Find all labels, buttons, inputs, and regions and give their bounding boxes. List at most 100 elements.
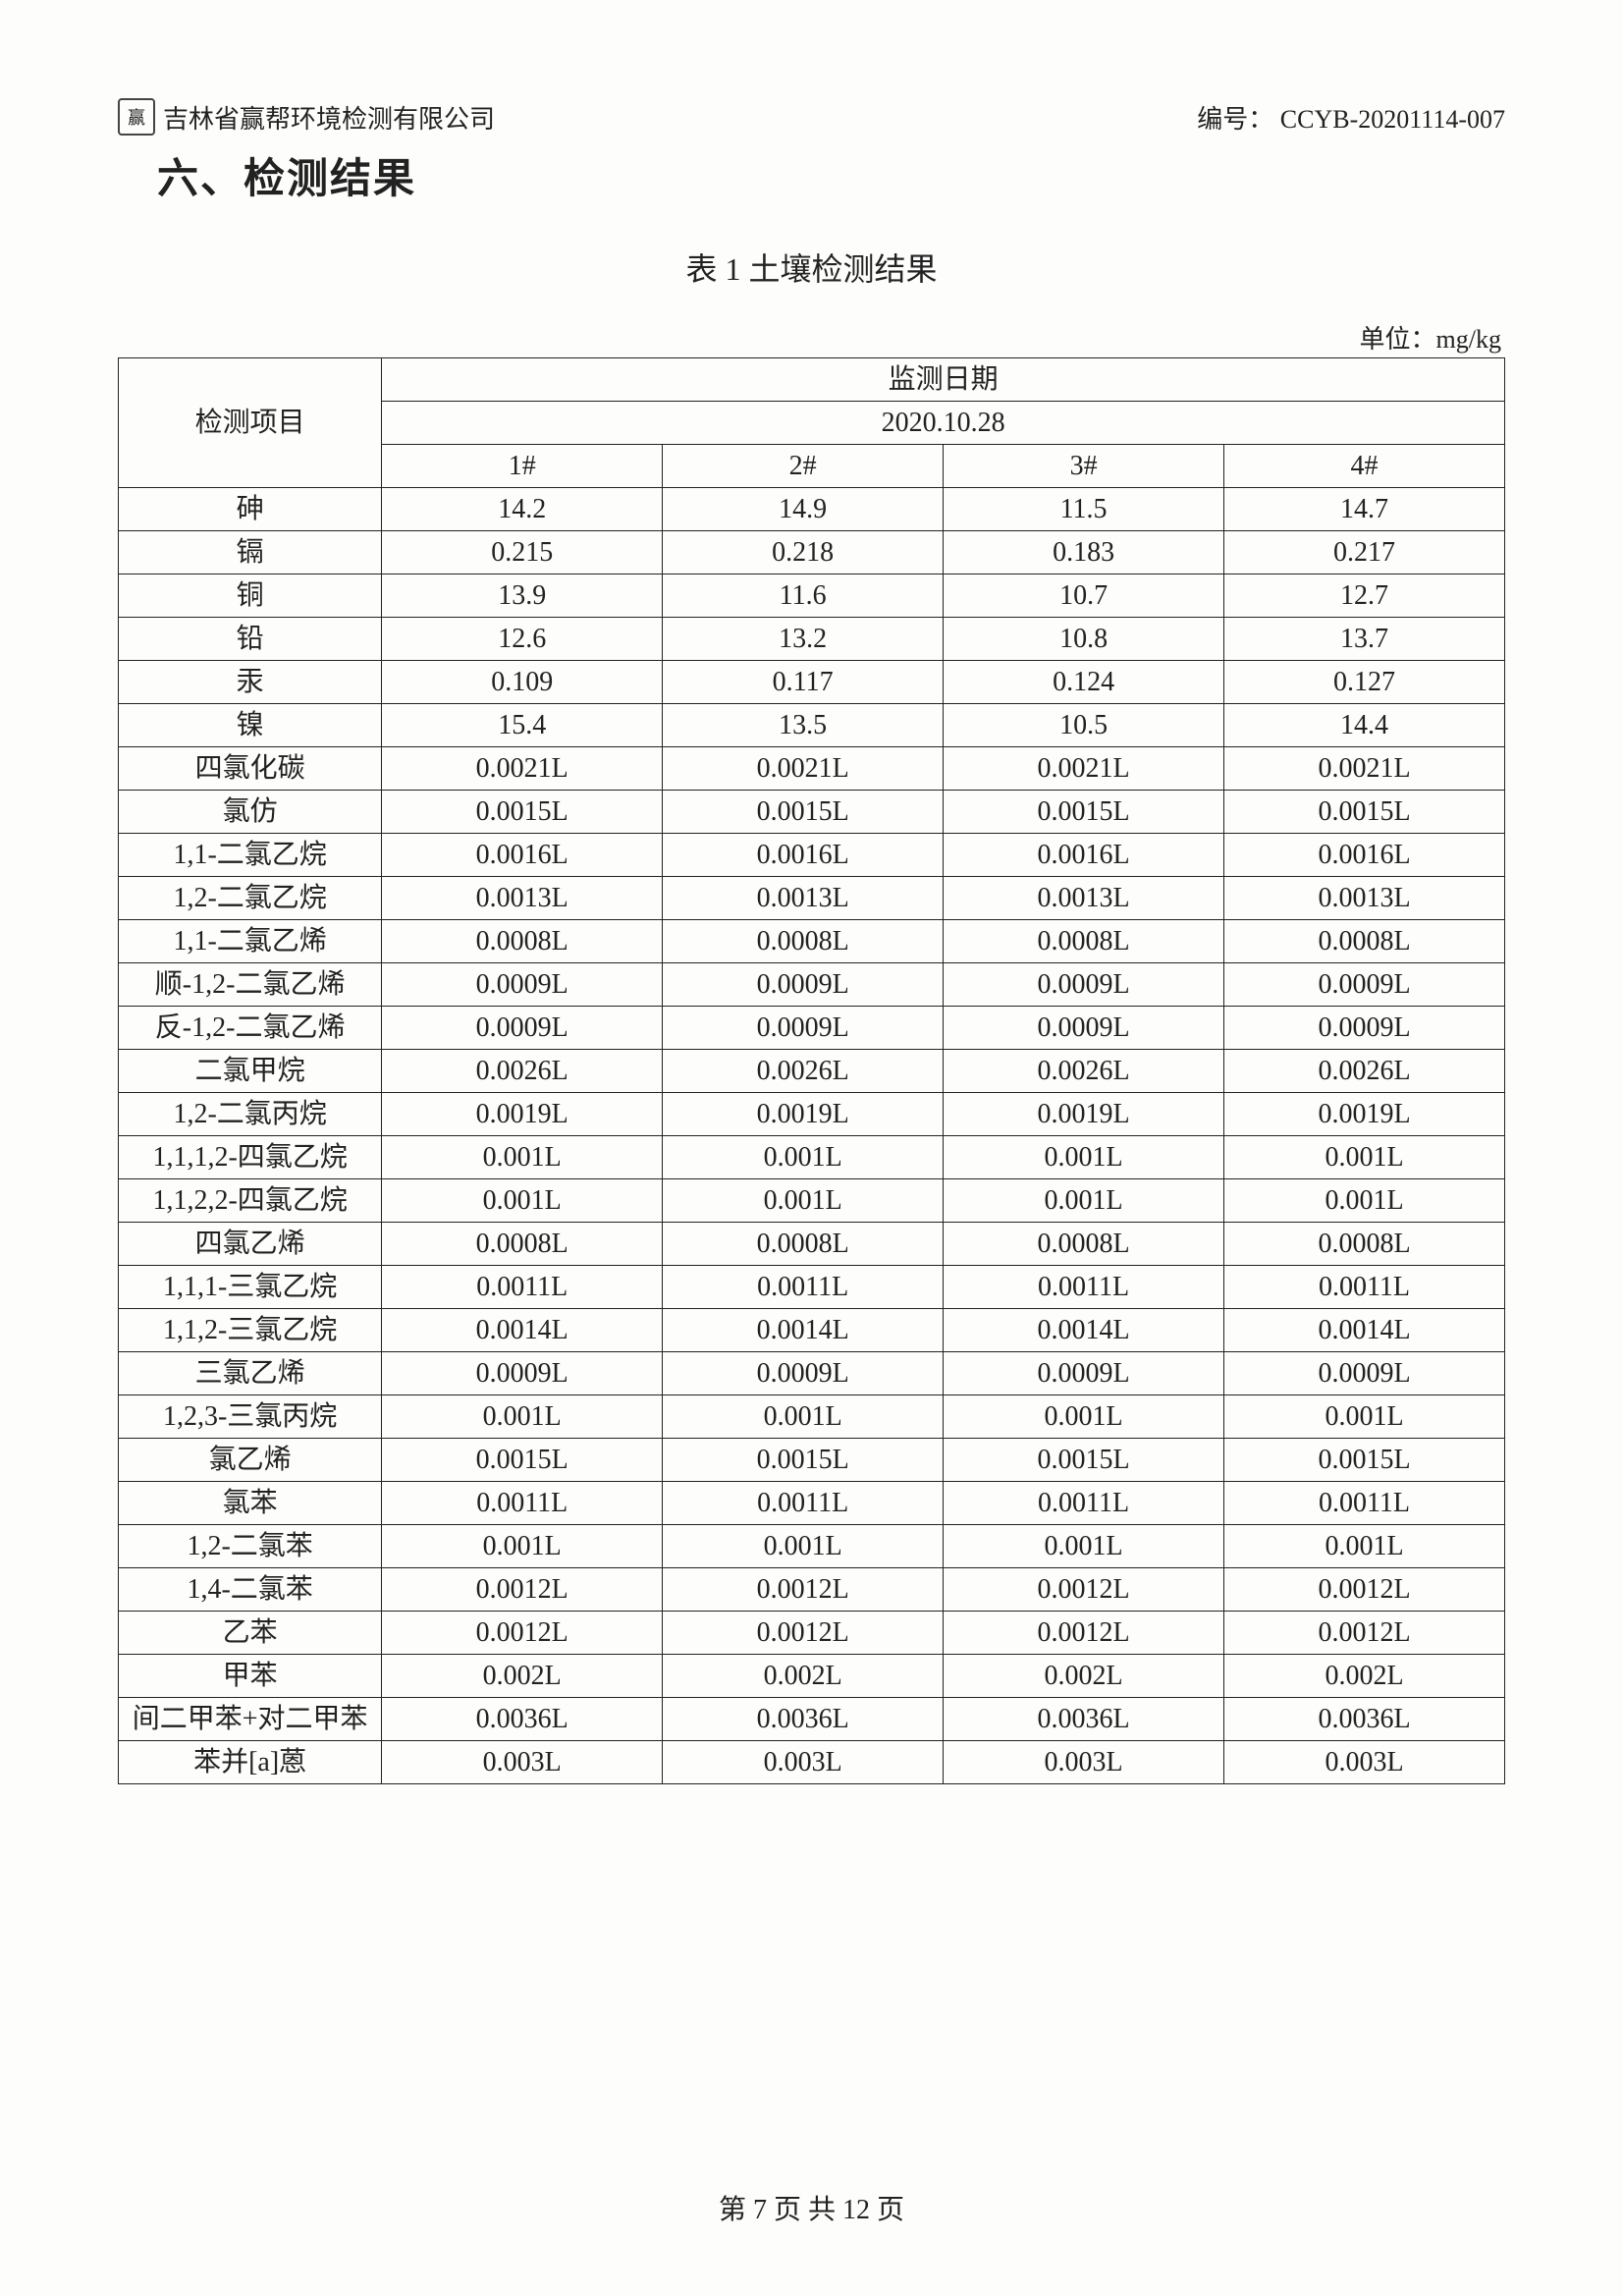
col-header-project: 检测项目	[119, 358, 382, 488]
row-value: 0.001L	[663, 1136, 944, 1179]
row-value: 0.0008L	[944, 920, 1224, 963]
row-name: 氯苯	[119, 1482, 382, 1525]
row-value: 0.0008L	[382, 1223, 663, 1266]
row-name: 1,1,2-三氯乙烷	[119, 1309, 382, 1352]
row-value: 11.5	[944, 488, 1224, 531]
row-value: 0.0021L	[944, 747, 1224, 791]
row-name: 四氯乙烯	[119, 1223, 382, 1266]
row-value: 0.0036L	[944, 1698, 1224, 1741]
row-value: 0.0015L	[944, 1439, 1224, 1482]
row-value: 0.0016L	[382, 834, 663, 877]
table-row: 间二甲苯+对二甲苯0.0036L0.0036L0.0036L0.0036L	[119, 1698, 1505, 1741]
row-value: 0.0036L	[663, 1698, 944, 1741]
row-value: 0.0009L	[1224, 1007, 1505, 1050]
row-value: 0.0009L	[944, 963, 1224, 1007]
table-row: 甲苯0.002L0.002L0.002L0.002L	[119, 1655, 1505, 1698]
company-logo-icon: 赢	[118, 98, 155, 136]
row-value: 0.0013L	[1224, 877, 1505, 920]
row-value: 13.5	[663, 704, 944, 747]
row-value: 0.0016L	[1224, 834, 1505, 877]
row-value: 0.0015L	[382, 791, 663, 834]
col-header-date-value: 2020.10.28	[382, 402, 1505, 445]
row-value: 0.127	[1224, 661, 1505, 704]
table-row: 二氯甲烷0.0026L0.0026L0.0026L0.0026L	[119, 1050, 1505, 1093]
row-value: 0.0015L	[382, 1439, 663, 1482]
row-name: 1,1-二氯乙烯	[119, 920, 382, 963]
row-value: 0.001L	[1224, 1136, 1505, 1179]
row-value: 0.0009L	[382, 1007, 663, 1050]
table-row: 三氯乙烯0.0009L0.0009L0.0009L0.0009L	[119, 1352, 1505, 1395]
table-row: 1,1,2-三氯乙烷0.0014L0.0014L0.0014L0.0014L	[119, 1309, 1505, 1352]
company-name: 吉林省赢帮环境检测有限公司	[163, 99, 495, 136]
row-name: 1,1-二氯乙烷	[119, 834, 382, 877]
row-value: 0.0036L	[382, 1698, 663, 1741]
table-row: 砷14.214.911.514.7	[119, 488, 1505, 531]
row-value: 0.0015L	[1224, 791, 1505, 834]
row-value: 0.183	[944, 531, 1224, 574]
doc-number-label: 编号：	[1197, 105, 1273, 134]
row-value: 0.001L	[1224, 1179, 1505, 1223]
row-value: 0.002L	[944, 1655, 1224, 1698]
table-row: 苯并[a]蒽0.003L0.003L0.003L0.003L	[119, 1741, 1505, 1784]
row-value: 0.0009L	[1224, 963, 1505, 1007]
row-value: 0.001L	[663, 1525, 944, 1568]
row-value: 0.0019L	[663, 1093, 944, 1136]
table-row: 反-1,2-二氯乙烯0.0009L0.0009L0.0009L0.0009L	[119, 1007, 1505, 1050]
row-value: 0.0009L	[663, 1007, 944, 1050]
row-value: 0.0009L	[382, 963, 663, 1007]
row-name: 砷	[119, 488, 382, 531]
row-value: 0.0012L	[944, 1568, 1224, 1612]
row-value: 0.0015L	[663, 1439, 944, 1482]
row-name: 二氯甲烷	[119, 1050, 382, 1093]
row-value: 14.2	[382, 488, 663, 531]
row-value: 0.001L	[663, 1395, 944, 1439]
row-name: 苯并[a]蒽	[119, 1741, 382, 1784]
row-value: 0.0011L	[1224, 1482, 1505, 1525]
row-value: 0.0012L	[1224, 1568, 1505, 1612]
row-value: 11.6	[663, 574, 944, 618]
row-value: 14.4	[1224, 704, 1505, 747]
row-value: 0.003L	[944, 1741, 1224, 1784]
row-value: 0.0036L	[1224, 1698, 1505, 1741]
unit-label: 单位：mg/kg	[118, 319, 1505, 355]
row-value: 0.0014L	[1224, 1309, 1505, 1352]
table-row: 镍15.413.510.514.4	[119, 704, 1505, 747]
row-value: 0.0015L	[944, 791, 1224, 834]
row-value: 0.0008L	[1224, 920, 1505, 963]
table-row: 铅12.613.210.813.7	[119, 618, 1505, 661]
section-title: 六、检测结果	[157, 145, 1505, 205]
row-value: 0.0012L	[1224, 1612, 1505, 1655]
doc-number: 编号： CCYB-20201114-007	[1197, 99, 1505, 136]
row-name: 1,2-二氯乙烷	[119, 877, 382, 920]
row-value: 0.0009L	[663, 963, 944, 1007]
row-value: 12.7	[1224, 574, 1505, 618]
table-caption: 表 1 土壤检测结果	[118, 245, 1505, 290]
row-value: 0.0015L	[1224, 1439, 1505, 1482]
row-value: 0.0026L	[1224, 1050, 1505, 1093]
row-name: 反-1,2-二氯乙烯	[119, 1007, 382, 1050]
table-row: 1,2-二氯乙烷0.0013L0.0013L0.0013L0.0013L	[119, 877, 1505, 920]
row-value: 0.0014L	[663, 1309, 944, 1352]
row-value: 0.0011L	[663, 1266, 944, 1309]
row-value: 0.0019L	[944, 1093, 1224, 1136]
row-value: 0.0009L	[663, 1352, 944, 1395]
row-value: 0.0014L	[382, 1309, 663, 1352]
company-logo-char: 赢	[128, 104, 145, 130]
sample-header-2: 2#	[663, 445, 944, 488]
row-value: 0.0021L	[382, 747, 663, 791]
row-value: 0.117	[663, 661, 944, 704]
row-value: 15.4	[382, 704, 663, 747]
table-row: 1,1-二氯乙烯0.0008L0.0008L0.0008L0.0008L	[119, 920, 1505, 963]
table-row: 1,2-二氯苯0.001L0.001L0.001L0.001L	[119, 1525, 1505, 1568]
row-value: 0.0009L	[944, 1352, 1224, 1395]
row-value: 0.002L	[382, 1655, 663, 1698]
row-value: 0.003L	[663, 1741, 944, 1784]
results-table-head: 检测项目 监测日期 2020.10.28 1# 2# 3# 4#	[119, 358, 1505, 488]
row-name: 氯仿	[119, 791, 382, 834]
row-value: 0.0011L	[1224, 1266, 1505, 1309]
table-row: 1,4-二氯苯0.0012L0.0012L0.0012L0.0012L	[119, 1568, 1505, 1612]
row-value: 0.0011L	[944, 1482, 1224, 1525]
row-value: 0.0008L	[663, 920, 944, 963]
row-name: 顺-1,2-二氯乙烯	[119, 963, 382, 1007]
row-value: 0.0009L	[1224, 1352, 1505, 1395]
